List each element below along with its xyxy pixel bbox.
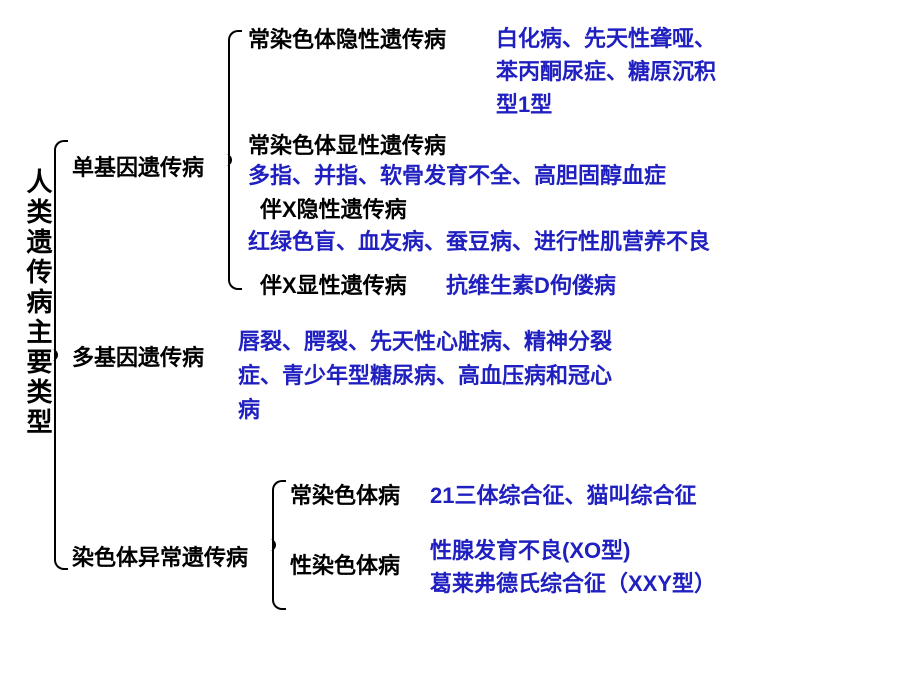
x-dom-text: 伴X显性遗传病 [260, 273, 407, 298]
x-recessive-examples: 红绿色盲、血友病、蚕豆病、进行性肌营养不良 [248, 224, 710, 256]
auto-recessive-examples: 白化病、先天性聋哑、 苯丙酮尿症、糖原沉积 型1型 [496, 22, 716, 121]
auto-dom-ex-text: 多指、并指、软骨发育不全、高胆固醇血症 [248, 163, 666, 188]
auto-rec-text: 常染色体隐性遗传病 [248, 27, 446, 52]
autosome-text: 常染色体病 [290, 483, 400, 508]
auto-dom-text: 常染色体显性遗传病 [248, 133, 446, 158]
multi-gene-text: 多基因遗传病 [72, 345, 204, 370]
auto-rec-ex-l3: 型1型 [496, 88, 716, 121]
root-title: 人类遗传病主要类型 [20, 168, 57, 438]
multi-gene-label: 多基因遗传病 [72, 340, 204, 372]
sex-ex-l2: 葛莱弗德氏综合征（XXY型） [430, 567, 716, 600]
x-rec-ex-text: 红绿色盲、血友病、蚕豆病、进行性肌营养不良 [248, 229, 710, 254]
single-gene-label: 单基因遗传病 [72, 150, 204, 182]
x-dom-ex-text: 抗维生素D佝偻病 [446, 273, 616, 298]
autosome-ex-text: 21三体综合征、猫叫综合征 [430, 483, 696, 508]
multi-ex-l3: 病 [238, 393, 612, 427]
multi-gene-examples: 唇裂、腭裂、先天性心脏病、精神分裂 症、青少年型糖尿病、高血压病和冠心 病 [238, 325, 612, 427]
multi-ex-l2: 症、青少年型糖尿病、高血压病和冠心 [238, 359, 612, 393]
auto-rec-ex-l2: 苯丙酮尿症、糖原沉积 [496, 55, 716, 88]
root-title-text: 人类遗传病主要类型 [23, 168, 53, 438]
x-rec-text: 伴X隐性遗传病 [260, 197, 407, 222]
auto-dominant-examples: 多指、并指、软骨发育不全、高胆固醇血症 [248, 158, 666, 190]
single-gene-text: 单基因遗传病 [72, 155, 204, 180]
sex-ex-l1: 性腺发育不良(XO型) [430, 534, 716, 567]
auto-rec-ex-l1: 白化病、先天性聋哑、 [496, 22, 716, 55]
chromosome-label: 染色体异常遗传病 [72, 540, 248, 572]
auto-dominant-label: 常染色体显性遗传病 [248, 128, 446, 160]
autosome-disease-label: 常染色体病 [290, 478, 400, 510]
sex-chrom-examples: 性腺发育不良(XO型) 葛莱弗德氏综合征（XXY型） [430, 534, 716, 600]
bracket-root [54, 140, 68, 570]
sex-chrom-text: 性染色体病 [290, 553, 400, 578]
auto-recessive-label: 常染色体隐性遗传病 [248, 22, 446, 54]
sex-chrom-label: 性染色体病 [290, 548, 400, 580]
x-recessive-label: 伴X隐性遗传病 [260, 192, 407, 224]
chrom-text: 染色体异常遗传病 [72, 545, 248, 570]
x-dominant-label: 伴X显性遗传病 [260, 268, 407, 300]
bracket-single-gene [228, 30, 242, 290]
multi-ex-l1: 唇裂、腭裂、先天性心脏病、精神分裂 [238, 325, 612, 359]
autosome-disease-examples: 21三体综合征、猫叫综合征 [430, 478, 696, 510]
x-dominant-examples: 抗维生素D佝偻病 [446, 268, 616, 300]
bracket-chromosome [272, 480, 286, 610]
